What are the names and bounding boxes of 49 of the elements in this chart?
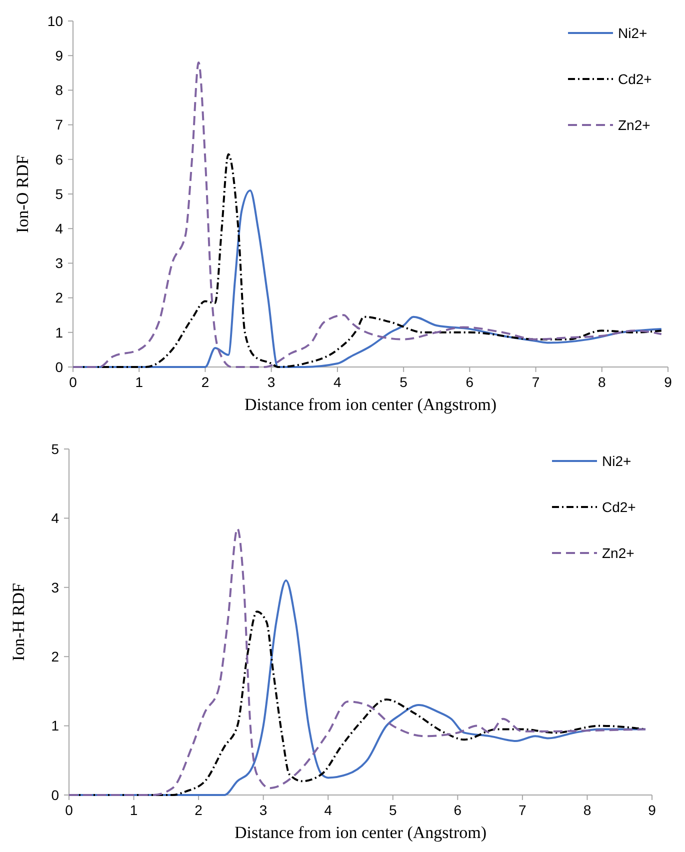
y-tick-label: 2 <box>51 648 60 664</box>
y-axis-title: Ion-O RDF <box>13 155 32 233</box>
y-axis-title: Ion-H RDF <box>9 583 28 661</box>
x-tick-label: 8 <box>598 374 606 390</box>
x-tick-label: 1 <box>130 802 138 818</box>
x-tick-label: 6 <box>454 802 462 818</box>
legend-label: Cd2+ <box>618 70 652 87</box>
y-tick-label: 0 <box>51 786 60 803</box>
y-tick-label: 2 <box>55 290 64 306</box>
y-tick-label: 3 <box>51 579 60 596</box>
y-tick-label: 5 <box>55 186 64 202</box>
x-tick-label: 8 <box>583 802 592 818</box>
x-axis-title: Distance from ion center (Angstrom) <box>244 395 497 414</box>
x-tick-label: 4 <box>324 802 332 818</box>
x-tick-label: 3 <box>259 802 268 818</box>
x-axis-title: Distance from ion center (Angstrom) <box>234 823 487 842</box>
y-tick-label: 10 <box>47 12 64 29</box>
legend-label: Ni2+ <box>602 452 632 469</box>
legend-label: Zn2+ <box>602 544 634 561</box>
x-tick-label: 1 <box>135 374 144 390</box>
x-tick-label: 6 <box>466 374 474 390</box>
x-tick-label: 7 <box>532 374 540 390</box>
line-series <box>72 62 662 368</box>
x-tick-label: 5 <box>388 802 397 818</box>
y-tick-label: 1 <box>55 324 64 340</box>
legend-label: Ni2+ <box>618 24 648 41</box>
x-tick-label: 0 <box>65 802 74 818</box>
y-tick-label: 4 <box>55 220 64 236</box>
y-tick-label: 1 <box>51 718 60 734</box>
x-tick-label: 2 <box>194 802 203 818</box>
x-tick-label: 9 <box>664 374 672 390</box>
y-tick-label: 3 <box>55 255 64 272</box>
x-tick-label: 7 <box>518 802 527 818</box>
legend-label: Cd2+ <box>602 498 636 515</box>
y-tick-label: 9 <box>55 48 64 64</box>
y-tick-label: 0 <box>55 358 64 375</box>
y-tick-label: 6 <box>55 151 64 168</box>
x-tick-label: 0 <box>69 374 78 390</box>
y-tick-label: 4 <box>51 510 60 526</box>
legend-label: Zn2+ <box>618 116 650 133</box>
y-tick-label: 7 <box>55 116 64 133</box>
line-series <box>68 528 647 796</box>
x-tick-label: 2 <box>201 374 210 390</box>
x-tick-label: 3 <box>267 374 276 390</box>
y-tick-label: 8 <box>55 82 64 98</box>
x-tick-label: 9 <box>648 802 656 818</box>
x-tick-label: 4 <box>334 374 342 390</box>
y-tick-label: 5 <box>51 440 60 457</box>
x-tick-label: 5 <box>400 374 408 390</box>
